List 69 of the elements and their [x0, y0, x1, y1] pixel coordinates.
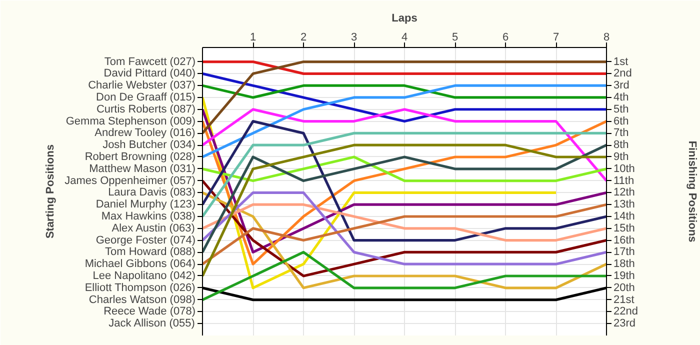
category-label: Don De Graaff (015): [96, 91, 196, 104]
line-series: [202, 108, 606, 182]
line-series: [202, 84, 606, 158]
y2-tick-label: 15th: [614, 222, 635, 234]
x-tick-label: 8: [603, 32, 610, 44]
line-series: [202, 203, 606, 242]
y2-tick-label: 7th: [614, 127, 629, 140]
category-label: Max Hawkins (038): [101, 210, 196, 222]
category-label: James Oppenheimer (057): [64, 174, 196, 187]
x-tick-label: 2: [300, 32, 307, 44]
category-label: George Foster (074): [96, 234, 196, 246]
line-series: [202, 144, 606, 278]
y2-tick-label: 2nd: [614, 68, 632, 80]
category-label: Tom Fawcett (027): [104, 56, 196, 68]
x-tick-label: 7: [552, 32, 560, 44]
y2-tick-label: 3rd: [614, 80, 630, 92]
category-label: Matthew Mason (031): [89, 162, 196, 175]
line-series: [202, 120, 606, 242]
y2-tick-label: 19th: [614, 270, 635, 282]
y2-tick-label: 20th: [614, 282, 635, 294]
line-series: [202, 179, 606, 278]
category-label: Alex Austin (063): [112, 222, 195, 234]
y2-tick-label: 10th: [614, 162, 635, 175]
category-label: Curtis Roberts (087): [96, 103, 196, 116]
category-label: Robert Browning (028): [84, 150, 196, 163]
line-series: [202, 191, 606, 266]
y2-tick-label: 22nd: [614, 306, 638, 318]
y2-tick-label: 1st: [614, 56, 628, 68]
y2-tick-label: 14th: [614, 210, 635, 222]
line-series: [202, 250, 606, 302]
line-series: [202, 203, 606, 266]
category-label: Reece Wade (078): [104, 306, 196, 318]
line-series: [202, 191, 606, 290]
category-label: Daniel Murphy (123): [96, 198, 196, 211]
category-label: Andrew Tooley (016): [94, 127, 196, 140]
y2-tick-label: 8th: [614, 139, 629, 152]
y2-tick-label: 4th: [614, 91, 629, 104]
line-series: [202, 72, 606, 123]
x-tick-label: 3: [350, 32, 358, 44]
category-label: Jack Allison (055): [108, 318, 195, 330]
category-label: Elliott Thompson (026): [84, 282, 196, 294]
y2-tick-label: 9th: [614, 150, 629, 163]
y2-tick-label: 5th: [614, 103, 629, 116]
line-series: [202, 144, 606, 254]
category-label: Michael Gibbons (064): [84, 258, 196, 270]
category-label: Gemma Stephenson (009): [66, 115, 196, 128]
y2-axis-title: Finishing Positions: [686, 140, 698, 242]
x-tick-label: 4: [401, 32, 408, 44]
category-label: Charles Watson (098): [88, 294, 196, 306]
y2-tick-label: 17th: [614, 246, 635, 258]
category-label: Laura Davis (083): [108, 186, 196, 199]
category-label: Lee Napolitano (042): [92, 270, 196, 282]
y2-tick-label: 16th: [614, 234, 635, 246]
y2-tick-label: 6th: [614, 115, 629, 128]
y2-tick-label: 11th: [614, 174, 634, 187]
text: Starting Positions: [44, 144, 56, 239]
category-label: Tom Howard (088): [105, 246, 196, 258]
y2-tick-label: 21st: [614, 294, 634, 306]
y2-tick-label: 23rd: [614, 318, 636, 330]
category-label: Josh Butcher (034): [102, 139, 196, 152]
category-label: David Pittard (040): [104, 68, 196, 80]
x-axis-title: Laps: [392, 12, 418, 24]
x-tick-label: 1: [250, 32, 256, 44]
category-label: Charlie Webster (037): [88, 80, 196, 92]
x-tick-label: 5: [452, 32, 458, 44]
y2-tick-label: 18th: [614, 258, 635, 270]
y2-tick-label: 13th: [614, 198, 635, 211]
x-tick-label: 6: [502, 32, 509, 44]
y2-tick-label: 12th: [614, 186, 635, 199]
